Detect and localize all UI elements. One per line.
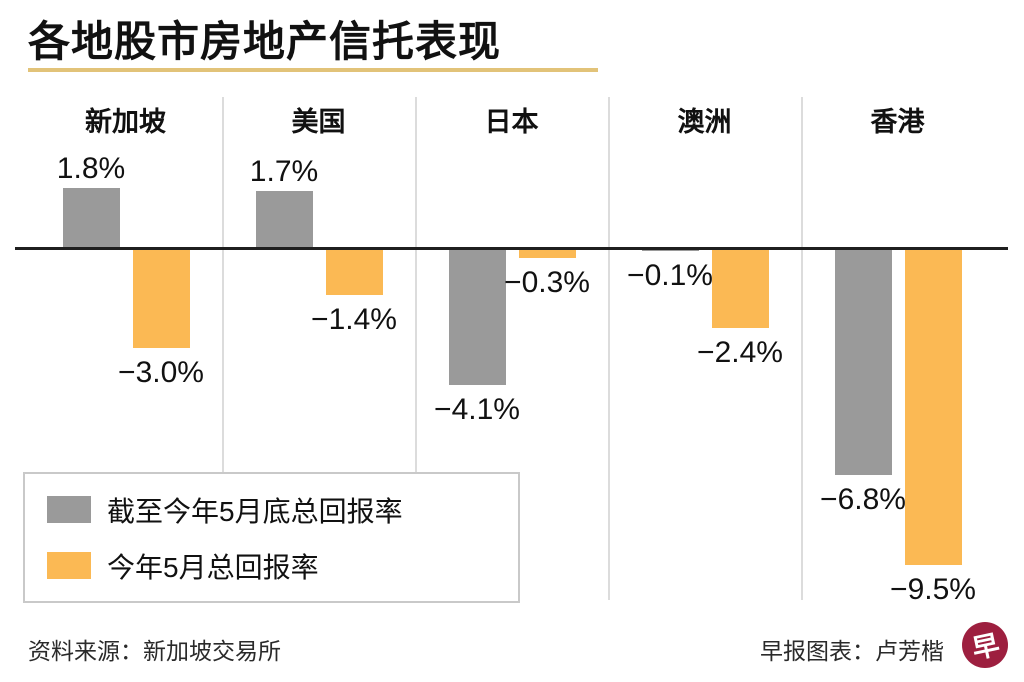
legend-item-total-return: 截至今年5月底总回报率 — [47, 490, 518, 530]
bar-gray-4 — [834, 248, 892, 476]
value-label-orange-0: −3.0% — [118, 356, 204, 390]
data-source-text: 资料来源：新加坡交易所 — [28, 638, 281, 664]
title-underline — [28, 68, 598, 72]
value-label-gray-3: −0.1% — [627, 259, 713, 293]
page-title: 各地股市房地产信托表现 — [28, 18, 502, 65]
gray-swatch-icon — [47, 496, 91, 523]
bar-orange-0 — [132, 248, 190, 349]
value-label-gray-1: 1.7% — [249, 155, 319, 189]
bar-gray-0 — [62, 187, 120, 248]
value-label-gray-2: −4.1% — [434, 392, 520, 426]
value-label-orange-1: −1.4% — [311, 302, 397, 336]
legend-label: 截至今年5月底总回报率 — [107, 495, 403, 527]
bar-orange-2 — [518, 248, 576, 259]
chart-credit-text: 早报图表：卢芳楷 — [760, 638, 944, 664]
category-label-2: 日本 — [484, 107, 539, 137]
chart-legend: 截至今年5月底总回报率 今年5月总回报率 — [23, 472, 520, 603]
zaobao-logo-icon: 早 — [962, 622, 1008, 668]
value-label-gray-0: 1.8% — [56, 151, 126, 185]
category-label-3: 澳洲 — [677, 107, 732, 137]
legend-label: 今年5月总回报率 — [107, 551, 319, 583]
bar-orange-1 — [325, 248, 383, 295]
category-label-0: 新加坡 — [85, 107, 166, 137]
orange-swatch-icon — [47, 552, 91, 579]
bar-orange-4 — [904, 248, 962, 566]
category-divider — [222, 97, 224, 600]
value-label-orange-4: −9.5% — [890, 573, 976, 607]
category-label-4: 香港 — [870, 107, 925, 137]
zaobao-logo-glyph: 早 — [968, 628, 1002, 664]
bar-orange-3 — [711, 248, 769, 329]
bar-gray-2 — [448, 248, 506, 385]
value-label-gray-4: −6.8% — [820, 483, 906, 517]
category-label-1: 美国 — [291, 107, 346, 137]
value-label-orange-3: −2.4% — [697, 336, 783, 370]
category-divider — [801, 97, 803, 600]
category-divider — [415, 97, 417, 600]
value-label-orange-2: −0.3% — [504, 266, 590, 300]
category-divider — [608, 97, 610, 600]
legend-item-may-return: 今年5月总回报率 — [47, 546, 518, 586]
bar-gray-1 — [255, 191, 313, 248]
zero-axis-line — [15, 247, 1008, 250]
